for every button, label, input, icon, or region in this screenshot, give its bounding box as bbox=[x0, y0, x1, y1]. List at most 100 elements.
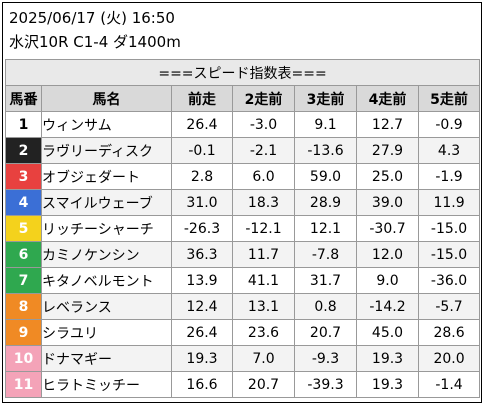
horse-number: 10 bbox=[5, 345, 42, 372]
speed-race-2: 18.3 bbox=[232, 189, 295, 216]
speed-race-4: 39.0 bbox=[356, 189, 419, 216]
speed-race-3: 31.7 bbox=[294, 267, 357, 294]
horse-number: 9 bbox=[5, 319, 42, 346]
speed-race-3: 12.1 bbox=[294, 215, 357, 242]
speed-race-2: 23.6 bbox=[232, 319, 295, 346]
speed-race-4: 12.7 bbox=[356, 111, 419, 138]
horse-name: スマイルウェーブ bbox=[41, 189, 172, 216]
horse-name: ウィンサム bbox=[41, 111, 172, 138]
speed-race-2: 6.0 bbox=[232, 163, 295, 190]
table-row: 10 ドナマギー 19.3 7.0 -9.3 19.3 20.0 bbox=[5, 345, 481, 372]
speed-race-1: 31.0 bbox=[171, 189, 233, 216]
speed-race-5: -15.0 bbox=[417, 241, 481, 268]
horse-name: ドナマギー bbox=[41, 345, 172, 372]
table-title-row: ===スピード指数表=== bbox=[4, 59, 481, 86]
speed-race-3: 59.0 bbox=[294, 163, 357, 190]
speed-race-5: -36.0 bbox=[417, 267, 481, 294]
speed-race-4: 12.0 bbox=[356, 241, 419, 268]
horse-name: リッチーシャーチ bbox=[41, 215, 172, 242]
header-number: 馬番 bbox=[5, 85, 42, 112]
speed-race-5: -1.4 bbox=[417, 371, 481, 398]
table-row: 11 ヒラトミッチー 16.6 20.7 -39.3 19.3 -1.4 bbox=[5, 371, 481, 398]
speed-index-table: ===スピード指数表=== 馬番 馬名 前走 2走前 3走前 4走前 5走前 1… bbox=[4, 59, 481, 398]
race-datetime: 2025/06/17 (火) 16:50 bbox=[9, 9, 175, 27]
speed-race-5: 4.3 bbox=[417, 137, 481, 164]
horse-name: ヒラトミッチー bbox=[41, 371, 172, 398]
race-info: 水沢10R C1-4 ダ1400m bbox=[9, 33, 181, 51]
table-row: 4 スマイルウェーブ 31.0 18.3 28.9 39.0 11.9 bbox=[5, 189, 481, 216]
horse-number: 7 bbox=[5, 267, 42, 294]
horse-number: 3 bbox=[5, 163, 42, 190]
speed-race-5: -15.0 bbox=[417, 215, 481, 242]
horse-number: 4 bbox=[5, 189, 42, 216]
speed-race-3: -39.3 bbox=[294, 371, 357, 398]
speed-race-3: -9.3 bbox=[294, 345, 357, 372]
table-row: 9 シラユリ 26.4 23.6 20.7 45.0 28.6 bbox=[5, 319, 481, 346]
speed-race-5: -5.7 bbox=[417, 293, 481, 320]
speed-race-1: 19.3 bbox=[171, 345, 233, 372]
speed-race-3: 28.9 bbox=[294, 189, 357, 216]
speed-race-2: -3.0 bbox=[232, 111, 295, 138]
horse-name: レベランス bbox=[41, 293, 172, 320]
header-race-3: 3走前 bbox=[294, 85, 357, 112]
speed-race-1: 2.8 bbox=[171, 163, 233, 190]
speed-race-1: 13.9 bbox=[171, 267, 233, 294]
speed-race-4: 19.3 bbox=[356, 345, 419, 372]
table-row: 2 ラヴリーディスク -0.1 -2.1 -13.6 27.9 4.3 bbox=[5, 137, 481, 164]
speed-race-2: 13.1 bbox=[232, 293, 295, 320]
speed-race-2: 7.0 bbox=[232, 345, 295, 372]
speed-race-2: -12.1 bbox=[232, 215, 295, 242]
table-title: ===スピード指数表=== bbox=[4, 59, 481, 86]
speed-race-1: -26.3 bbox=[171, 215, 233, 242]
speed-race-1: 26.4 bbox=[171, 319, 233, 346]
speed-race-4: 45.0 bbox=[356, 319, 419, 346]
horse-name: シラユリ bbox=[41, 319, 172, 346]
speed-race-1: 16.6 bbox=[171, 371, 233, 398]
table-row: 3 オブジェダート 2.8 6.0 59.0 25.0 -1.9 bbox=[5, 163, 481, 190]
speed-race-4: 9.0 bbox=[356, 267, 419, 294]
speed-race-4: 19.3 bbox=[356, 371, 419, 398]
header-horse-name: 馬名 bbox=[41, 85, 172, 112]
speed-race-1: -0.1 bbox=[171, 137, 233, 164]
horse-name: キタノベルモント bbox=[41, 267, 172, 294]
speed-race-2: 41.1 bbox=[232, 267, 295, 294]
speed-race-1: 26.4 bbox=[171, 111, 233, 138]
horse-number: 1 bbox=[5, 111, 42, 138]
speed-race-3: -7.8 bbox=[294, 241, 357, 268]
speed-index-panel: 2025/06/17 (火) 16:50 水沢10R C1-4 ダ1400m =… bbox=[2, 2, 482, 403]
speed-race-4: 27.9 bbox=[356, 137, 419, 164]
horse-number: 2 bbox=[5, 137, 42, 164]
table-row: 7 キタノベルモント 13.9 41.1 31.7 9.0 -36.0 bbox=[5, 267, 481, 294]
table-row: 6 カミノケンシン 36.3 11.7 -7.8 12.0 -15.0 bbox=[5, 241, 481, 268]
header-race-4: 4走前 bbox=[356, 85, 419, 112]
speed-race-3: -13.6 bbox=[294, 137, 357, 164]
speed-race-2: 20.7 bbox=[232, 371, 295, 398]
speed-race-5: -0.9 bbox=[417, 111, 481, 138]
speed-race-3: 20.7 bbox=[294, 319, 357, 346]
header-race-5: 5走前 bbox=[417, 85, 481, 112]
header-race-2: 2走前 bbox=[232, 85, 295, 112]
horse-name: ラヴリーディスク bbox=[41, 137, 172, 164]
table-row: 5 リッチーシャーチ -26.3 -12.1 12.1 -30.7 -15.0 bbox=[5, 215, 481, 242]
header-race-1: 前走 bbox=[171, 85, 233, 112]
speed-race-2: -2.1 bbox=[232, 137, 295, 164]
speed-race-5: 28.6 bbox=[417, 319, 481, 346]
horse-number: 6 bbox=[5, 241, 42, 268]
speed-race-4: -14.2 bbox=[356, 293, 419, 320]
horse-number: 5 bbox=[5, 215, 42, 242]
table-row: 8 レベランス 12.4 13.1 0.8 -14.2 -5.7 bbox=[5, 293, 481, 320]
speed-race-5: 11.9 bbox=[417, 189, 481, 216]
speed-race-1: 36.3 bbox=[171, 241, 233, 268]
speed-race-5: 20.0 bbox=[417, 345, 481, 372]
speed-race-2: 11.7 bbox=[232, 241, 295, 268]
speed-race-3: 9.1 bbox=[294, 111, 357, 138]
speed-race-4: 25.0 bbox=[356, 163, 419, 190]
horse-name: オブジェダート bbox=[41, 163, 172, 190]
horse-number: 8 bbox=[5, 293, 42, 320]
speed-race-5: -1.9 bbox=[417, 163, 481, 190]
horse-name: カミノケンシン bbox=[41, 241, 172, 268]
table-row: 1 ウィンサム 26.4 -3.0 9.1 12.7 -0.9 bbox=[5, 111, 481, 138]
speed-race-3: 0.8 bbox=[294, 293, 357, 320]
speed-race-1: 12.4 bbox=[171, 293, 233, 320]
horse-number: 11 bbox=[5, 371, 42, 398]
